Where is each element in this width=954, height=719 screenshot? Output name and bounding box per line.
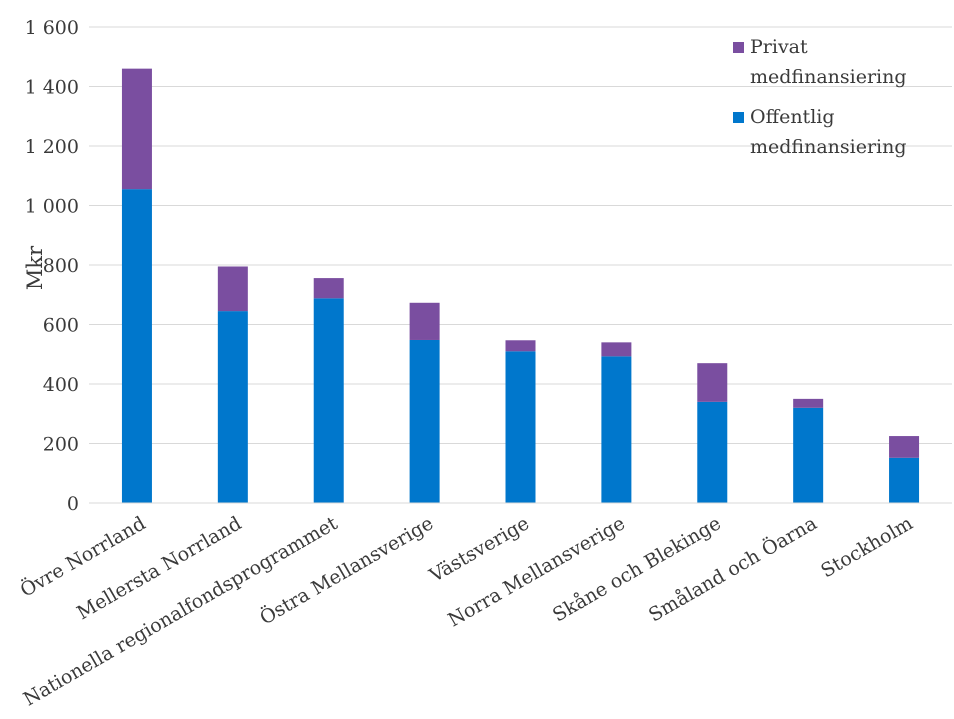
legend-label: Offentlig medfinansiering (750, 106, 907, 158)
bar-segment (505, 340, 536, 352)
y-tick-label: 200 (43, 434, 79, 456)
bar-segment (601, 342, 632, 357)
legend-swatch (733, 112, 744, 123)
x-category-label: Stockholm (817, 512, 916, 582)
bar-segment (793, 398, 824, 408)
bar-segment (313, 298, 344, 503)
bar-segment (601, 356, 632, 503)
bar-segment (121, 68, 152, 190)
y-axis-title: Mkr (23, 245, 47, 290)
y-tick-label: 1 200 (25, 136, 79, 158)
bar-segment (217, 266, 248, 312)
y-tick-label: 600 (43, 315, 79, 337)
bar-segment (409, 302, 440, 340)
y-tick-label: 800 (43, 255, 79, 277)
x-category-label: Skåne och Blekinge (549, 512, 725, 626)
legend: Privat medfinansiering Offentlig medfinansi… (733, 36, 907, 158)
bar-segment (409, 339, 440, 503)
y-tick-label: 1 000 (25, 196, 79, 218)
bar-segment (697, 363, 728, 402)
bar-segment (697, 401, 728, 503)
x-category-label: Norra Mellansverige (444, 512, 628, 631)
bar-segment (889, 436, 920, 458)
legend-label: Privat medfinansiering (750, 36, 907, 88)
y-axis-ticks: 0 200 400 600 800 1 000 1 200 1 400 1 600 (25, 17, 79, 515)
x-category-label: Östra Mellansverige (256, 511, 437, 629)
bar-segment (313, 278, 344, 299)
x-category-label: Mellersta Norrland (73, 512, 245, 624)
y-tick-label: 400 (43, 374, 79, 396)
bars (121, 68, 920, 503)
bar-segment (505, 351, 536, 503)
x-category-label: Småland och Öarna (645, 511, 821, 626)
bar-segment (793, 407, 824, 503)
y-tick-label: 1 400 (25, 77, 79, 99)
y-tick-label: 0 (67, 493, 79, 515)
y-tick-label: 1 600 (25, 17, 79, 39)
legend-swatch (733, 42, 744, 53)
bar-segment (889, 457, 920, 503)
bar-segment (217, 311, 248, 503)
bar-segment (121, 189, 152, 503)
